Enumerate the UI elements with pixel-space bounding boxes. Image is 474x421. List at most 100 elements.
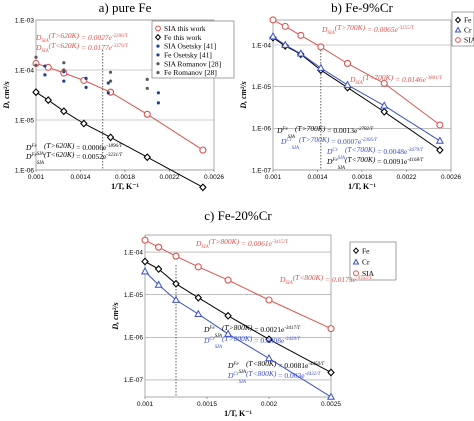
x-tick-label: 0.0014	[71, 174, 91, 181]
chart-title: b) Fe-9%Cr	[331, 0, 393, 15]
fit-equation: DCrSIA(T>800K) = 0.0008e-3420/T	[203, 334, 301, 350]
data-point	[264, 353, 274, 362]
equation-part: D	[35, 33, 42, 42]
data-point	[43, 64, 47, 68]
data-point	[343, 59, 352, 68]
fit-equation: DCrSIA(T<800K) = 0.003e-4432/T	[227, 369, 322, 385]
equation-part: D	[203, 336, 210, 345]
legend-label: SIA	[464, 36, 474, 45]
data-point	[108, 79, 113, 83]
data-point	[316, 63, 325, 71]
equation-part: -3415/T	[272, 240, 288, 245]
data-point	[141, 236, 149, 244]
series-cr	[268, 32, 444, 144]
legend-label: Fe this work	[164, 33, 202, 42]
data-point	[199, 183, 207, 192]
legend-label: Cr	[362, 258, 370, 267]
data-point	[224, 276, 232, 284]
equation-part: D	[25, 143, 32, 152]
x-tick-label: 0.002	[261, 401, 278, 408]
equation-part: D	[349, 75, 356, 84]
legend-marker	[156, 62, 160, 66]
x-tick-label: 0.001	[265, 174, 282, 181]
y-tick-label: 1.E-04	[252, 42, 272, 49]
data-point	[154, 265, 163, 274]
data-point	[172, 252, 180, 260]
equation-part: D	[276, 126, 283, 135]
equation-part: = 0.0048e	[375, 147, 408, 156]
equation-part: -2782/T	[357, 127, 374, 132]
equation-part: = 0.0021e	[252, 325, 285, 334]
legend-label: SIA Romanov [28]	[164, 59, 221, 68]
data-point	[281, 40, 290, 48]
fit-equation: DFeSIA (T>700K) = 0.0013e-2782/T	[276, 124, 374, 140]
data-point	[281, 22, 289, 30]
equation-part: Cr	[332, 148, 337, 153]
series-fe-this-work	[32, 88, 207, 192]
equation-part: = 0.0173e	[323, 275, 356, 284]
equation-part: D	[326, 157, 333, 166]
y-tick-label: 1.E-05	[124, 292, 144, 299]
data-point	[296, 49, 305, 57]
equation-part: -4432/T	[305, 372, 322, 377]
equation-part: -4168/T	[407, 158, 424, 163]
equation-part: D	[280, 137, 287, 146]
y-tick-label: 1.E-05	[15, 117, 35, 124]
y-axis-label: D, cm²/s	[2, 81, 11, 109]
data-point	[106, 133, 115, 142]
equation-part: -3679/T	[407, 148, 424, 153]
plot-frame	[144, 234, 332, 398]
legend-label: SIA this work	[164, 24, 206, 33]
x-axis-label: 1/T, K⁻¹	[111, 182, 139, 191]
data-point	[84, 76, 88, 80]
fit-equation: DSIA(T>700K) = 0.0065e-3255/T	[321, 23, 414, 36]
equation-part: SIA	[37, 152, 45, 157]
equation-part: D	[35, 43, 42, 52]
legend-label: Fe Osetsky [41]	[164, 51, 212, 60]
legend-box	[151, 20, 235, 79]
x-tick-label: 0.0015	[197, 401, 217, 408]
y-axis-label: D, cm²/s	[239, 81, 248, 109]
equation-part: -3881/T	[426, 76, 442, 81]
equation-part: SIA	[327, 31, 335, 36]
data-point	[380, 107, 389, 116]
equation-part: (T<700K)	[363, 73, 394, 82]
equation-part: (T>700K)	[299, 135, 330, 144]
data-point	[32, 88, 40, 97]
series-sia-romanov-28-	[34, 55, 149, 81]
equation-part: SIA	[292, 146, 300, 151]
data-point	[435, 136, 444, 144]
equation-part: SIA	[239, 380, 247, 385]
legend-label: Fe	[362, 246, 370, 255]
equation-part: -2305/T	[361, 138, 378, 143]
data-point	[436, 121, 444, 129]
series-fe-osetsky-41-	[43, 73, 160, 105]
y-tick-label: 1.E-06	[15, 167, 35, 174]
equation-part: (T<620K)	[44, 150, 75, 159]
fit-equation: DFeSIA (T>800K) = 0.0021e-3417/T	[203, 323, 301, 339]
series-cr	[140, 267, 336, 400]
equation-part: (T>800K)	[209, 237, 240, 246]
equation-part: D	[227, 361, 234, 370]
equation-part: = 0.0081e	[276, 361, 309, 370]
equation-part: SIA	[41, 39, 49, 44]
y-tick-label: 1.E-06	[124, 335, 144, 342]
data-point	[140, 267, 150, 275]
equation-part: -3231/T	[106, 153, 123, 158]
data-point	[326, 392, 336, 400]
equation-part: = 0.0061e	[239, 239, 272, 248]
data-point	[60, 107, 68, 116]
equation-part: (T<800K)	[293, 273, 324, 282]
equation-part: -3417/T	[284, 326, 301, 331]
data-point	[143, 110, 151, 118]
legend-marker	[156, 70, 160, 75]
fit-equation: DSIA(T<700K) = 0.0146e-3881/T	[349, 73, 442, 86]
data-point	[327, 368, 335, 377]
data-point	[34, 63, 38, 67]
equation-part: D	[203, 325, 210, 334]
legend-marker	[455, 37, 461, 43]
y-tick-label: 1.E-06	[252, 126, 272, 133]
equation-part: = 0.0091e	[375, 157, 408, 166]
